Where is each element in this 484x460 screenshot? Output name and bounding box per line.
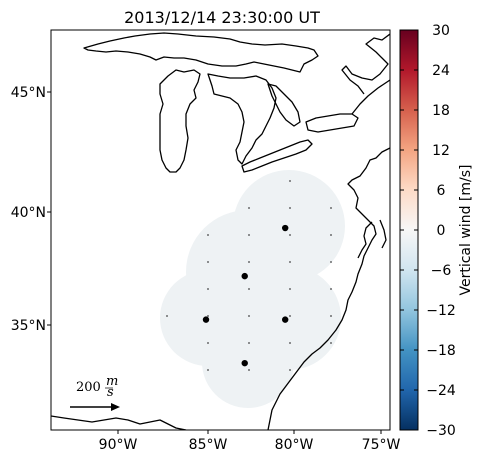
colorbar-tick-label: 12 [432, 143, 450, 159]
grid-point [330, 315, 332, 317]
grid-point [248, 369, 250, 371]
map-frame [50, 29, 391, 431]
grid-point [330, 207, 332, 209]
colorbar-tick-label: −30 [426, 423, 456, 439]
grid-point [248, 288, 250, 290]
grid-point [248, 342, 250, 344]
colorbar: 30 24 18 12 6 0 −6 −12 −18 −24 −30 Vertical wind [… [399, 23, 474, 439]
colorbar-tick-label: −18 [426, 343, 456, 359]
wind-grid-points [166, 180, 332, 371]
colorbar-tick-label: −24 [426, 383, 456, 399]
colorbar-tick-label: 6 [437, 183, 446, 199]
grid-point [289, 315, 291, 317]
colorbar-tick-label: −6 [431, 263, 452, 279]
georgian-bay-outline [267, 83, 301, 127]
colorbar-tick-label: 24 [432, 63, 450, 79]
grid-point [207, 288, 209, 290]
colorbar-tick-label: 30 [432, 23, 450, 39]
grid-point [330, 288, 332, 290]
grid-point [166, 315, 168, 317]
coastline-lines [51, 32, 390, 430]
grid-point [248, 207, 250, 209]
atlantic-coastline [267, 33, 390, 430]
grid-point [330, 261, 332, 263]
grid-point [289, 369, 291, 371]
lake-huron-outline [207, 73, 277, 165]
colorbar-tick-label: 18 [432, 103, 450, 119]
grid-point [207, 315, 209, 317]
grid-point [289, 180, 291, 182]
lon-tick-label: 80°W [275, 437, 314, 453]
grid-point [207, 261, 209, 263]
radar-site-marker [282, 224, 289, 232]
scale-arrow-label: 200 [76, 380, 101, 395]
radar-coverage-area [160, 170, 345, 408]
radar-site-marker [241, 272, 248, 280]
grid-point [248, 261, 250, 263]
colorbar-ticks: 30 24 18 12 6 0 −6 −12 −18 −24 −30 [400, 23, 456, 439]
lake-erie-outline [241, 139, 313, 173]
gulf-coastline [51, 415, 187, 430]
radar-sites [202, 224, 289, 367]
grid-point [289, 234, 291, 236]
chesapeake-bay [357, 219, 387, 259]
lon-tick-label: 85°W [189, 437, 228, 453]
radar-site-marker [241, 359, 248, 367]
st-lawrence-river [351, 79, 390, 115]
lat-tick-label: 45°N [11, 85, 46, 101]
grid-point [289, 288, 291, 290]
radar-site-marker [282, 316, 289, 323]
latitude-axis: 45°N 40°N 35°N [11, 85, 51, 334]
lat-tick-label: 40°N [11, 205, 46, 221]
colorbar-tick-label: 0 [437, 223, 446, 239]
map-title: 2013/12/14 23:30:00 UT [124, 8, 320, 27]
lon-tick-label: 75°W [362, 437, 401, 453]
grid-point [289, 342, 291, 344]
grid-point [330, 342, 332, 344]
scale-arrow [70, 403, 120, 411]
lon-tick-label: 90°W [99, 437, 138, 453]
colorbar-label: Vertical wind [m/s] [458, 165, 474, 296]
scale-unit-numerator: m [106, 374, 118, 389]
radar-site-marker [202, 316, 210, 323]
grid-point [207, 342, 209, 344]
grid-point [289, 207, 291, 209]
grid-point [289, 261, 291, 263]
colorbar-tick-label: −12 [426, 303, 456, 319]
lat-tick-label: 35°N [11, 318, 46, 334]
longitude-axis: 90°W 85°W 80°W 75°W [99, 430, 401, 453]
grid-point [248, 234, 250, 236]
lake-michigan-outline [159, 69, 201, 173]
grid-point [207, 369, 209, 371]
lake-superior-outline [83, 32, 319, 73]
scale-unit-denominator: s [107, 385, 114, 400]
grid-point [248, 315, 250, 317]
lake-ontario-outline [305, 113, 359, 133]
grid-point [330, 234, 332, 236]
grid-point [207, 234, 209, 236]
